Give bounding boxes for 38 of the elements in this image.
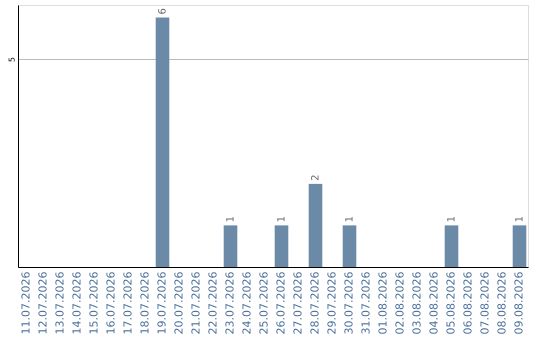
x-tick-label: 26.07.2026 (274, 272, 288, 334)
data-label: 2 (310, 174, 322, 181)
data-label: 6 (158, 8, 168, 14)
x-tick-label: 18.07.2026 (138, 272, 152, 334)
x-tick-label: 29.07.2026 (326, 272, 338, 334)
x-tick-label: 16.07.2026 (104, 272, 118, 334)
x-tick-label: 31.07.2026 (360, 272, 372, 334)
x-tick-label: 03.08.2026 (410, 272, 424, 334)
x-tick-label: 06.08.2026 (462, 272, 474, 334)
x-tick-label: 13.07.2026 (54, 272, 66, 334)
data-label: 1 (514, 216, 526, 222)
y-tick-label: 5 (8, 57, 16, 62)
x-tick-label: 09.08.2026 (512, 272, 526, 334)
x-tick-label: 05.08.2026 (444, 272, 458, 334)
data-label: 1 (276, 216, 288, 222)
x-tick-label: 01.08.2026 (376, 272, 390, 334)
x-tick-label: 19.07.2026 (156, 272, 168, 334)
x-tick-label: 15.07.2026 (88, 272, 100, 334)
x-tick-label: 12.07.2026 (36, 272, 50, 334)
data-label: 1 (446, 216, 458, 222)
x-tick-label: 17.07.2026 (122, 272, 134, 334)
x-tick-label: 08.08.2026 (496, 272, 508, 334)
x-tick-label: 22.07.2026 (206, 272, 220, 334)
x-tick-label: 25.07.2026 (258, 272, 270, 334)
x-tick-label: 02.08.2026 (394, 272, 406, 334)
x-tick-label: 07.08.2026 (478, 272, 492, 334)
x-tick-label: 23.07.2026 (224, 272, 236, 334)
data-label: 1 (344, 216, 356, 222)
data-label: 1 (226, 216, 236, 222)
x-tick-label: 30.07.2026 (342, 272, 356, 334)
x-tick-label: 28.07.2026 (308, 272, 322, 334)
x-tick-label: 24.07.2026 (240, 272, 254, 334)
x-tick-label: 27.07.2026 (292, 272, 304, 334)
x-tick-label: 21.07.2026 (190, 272, 202, 334)
x-tick-label: 20.07.2026 (172, 272, 186, 334)
x-tick-label: 04.08.2026 (428, 272, 440, 334)
x-tick-label: 11.07.2026 (20, 272, 32, 334)
x-tick-label: 14.07.2026 (70, 272, 84, 334)
